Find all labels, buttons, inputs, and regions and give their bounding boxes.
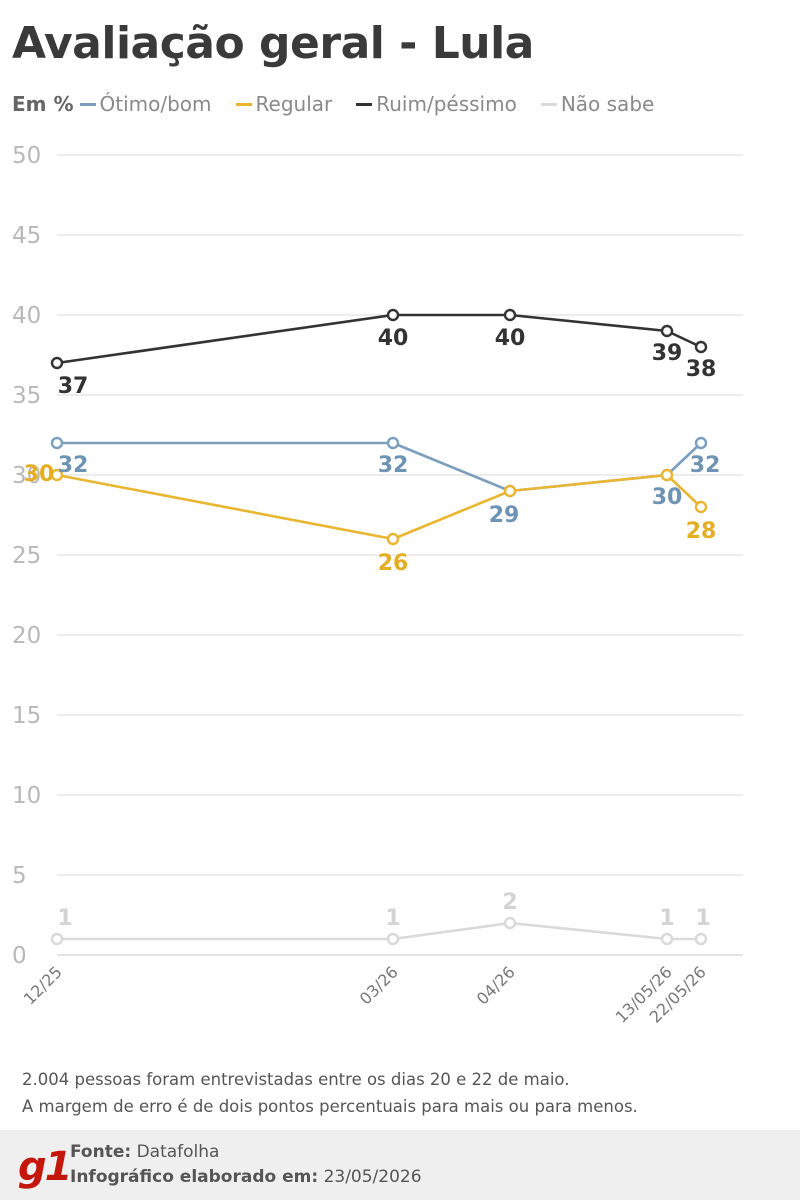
data-label: 1 bbox=[659, 906, 674, 931]
data-label: 1 bbox=[57, 906, 72, 931]
y-tick-label: 45 bbox=[12, 223, 41, 249]
unit-label: Em % bbox=[12, 92, 74, 116]
legend-item-nao-sabe: Não sabe bbox=[540, 92, 655, 116]
data-label: 28 bbox=[686, 519, 717, 544]
data-point bbox=[694, 932, 708, 946]
data-label: 32 bbox=[378, 453, 409, 478]
data-label: 29 bbox=[489, 503, 520, 528]
data-label: 38 bbox=[686, 357, 717, 382]
data-label: 32 bbox=[690, 453, 721, 478]
data-point bbox=[694, 436, 708, 450]
legend-item-regular: Regular bbox=[235, 92, 333, 116]
series-line bbox=[56, 473, 702, 541]
legend-label-ruim-pessimo: Ruim/péssimo bbox=[376, 92, 517, 116]
data-point bbox=[694, 340, 708, 354]
data-point bbox=[50, 932, 64, 946]
data-point bbox=[50, 468, 64, 482]
data-label: 39 bbox=[652, 341, 683, 366]
y-tick-label: 0 bbox=[12, 943, 27, 969]
data-label: 26 bbox=[378, 551, 409, 576]
legend-swatch-ruim-pessimo bbox=[356, 102, 373, 106]
footer: g1 Fonte: Datafolha Infográfico elaborad… bbox=[0, 1130, 800, 1200]
y-tick-label: 20 bbox=[12, 623, 41, 649]
y-tick-label: 35 bbox=[12, 383, 41, 409]
data-point bbox=[660, 324, 674, 338]
data-point bbox=[386, 308, 400, 322]
y-tick-label: 40 bbox=[12, 303, 41, 329]
x-tick-label: 03/26 bbox=[356, 962, 402, 1008]
y-tick-label: 5 bbox=[12, 863, 27, 889]
source-value: Datafolha bbox=[136, 1142, 220, 1162]
legend-swatch-regular bbox=[235, 102, 252, 106]
data-label: 30 bbox=[652, 485, 683, 510]
data-label: 2 bbox=[502, 890, 517, 915]
data-point bbox=[50, 436, 64, 450]
date-line: Infográfico elaborado em: 23/05/2026 bbox=[70, 1165, 422, 1190]
data-label: 40 bbox=[378, 326, 409, 351]
data-point bbox=[503, 308, 517, 322]
y-tick-label: 50 bbox=[12, 143, 41, 169]
data-label: 30 bbox=[24, 462, 55, 487]
date-value: 23/05/2026 bbox=[323, 1167, 422, 1187]
data-point bbox=[386, 932, 400, 946]
y-tick-label: 15 bbox=[12, 703, 41, 729]
source-line: Fonte: Datafolha bbox=[70, 1140, 422, 1165]
y-tick-label: 30 bbox=[12, 463, 41, 489]
data-point bbox=[660, 468, 674, 482]
legend-swatch-otimo-bom bbox=[79, 102, 96, 106]
legend-swatch-nao-sabe bbox=[540, 102, 557, 106]
data-point bbox=[503, 484, 517, 498]
legend-label-regular: Regular bbox=[255, 92, 333, 116]
legend-label-nao-sabe: Não sabe bbox=[560, 92, 655, 116]
date-label: Infográfico elaborado em: bbox=[70, 1167, 319, 1187]
y-tick-label: 10 bbox=[12, 783, 41, 809]
data-label: 37 bbox=[58, 374, 89, 399]
source-label: Fonte: bbox=[70, 1142, 132, 1162]
survey-notes: 2.004 pessoas foram entrevistadas entre … bbox=[22, 1066, 638, 1120]
x-tick-label: 12/25 bbox=[20, 962, 66, 1008]
footer-lines: Fonte: Datafolha Infográfico elaborado e… bbox=[70, 1140, 422, 1190]
legend-item-ruim-pessimo: Ruim/péssimo bbox=[356, 92, 517, 116]
data-label: 1 bbox=[385, 906, 400, 931]
series-line bbox=[57, 921, 701, 941]
note-line-sample: 2.004 pessoas foram entrevistadas entre … bbox=[22, 1070, 570, 1089]
note-line-margin: A margem de erro é de dois pontos percen… bbox=[22, 1097, 638, 1116]
x-tick-label: 04/26 bbox=[473, 962, 519, 1008]
data-point bbox=[694, 500, 708, 514]
data-label: 32 bbox=[58, 453, 89, 478]
legend: Em % Ótimo/bom Regular Ruim/péssimo Não … bbox=[12, 90, 678, 118]
data-point bbox=[50, 356, 64, 370]
chart-title: Avaliação geral - Lula bbox=[12, 18, 534, 69]
g1-logo: g1 bbox=[18, 1144, 72, 1190]
data-point bbox=[503, 916, 517, 930]
data-label: 1 bbox=[695, 906, 710, 931]
data-label: 40 bbox=[495, 326, 526, 351]
data-point bbox=[386, 436, 400, 450]
data-point bbox=[386, 532, 400, 546]
legend-item-otimo-bom: Ótimo/bom bbox=[79, 92, 212, 116]
data-point bbox=[660, 932, 674, 946]
y-tick-label: 25 bbox=[12, 543, 41, 569]
legend-label-otimo-bom: Ótimo/bom bbox=[99, 92, 212, 116]
